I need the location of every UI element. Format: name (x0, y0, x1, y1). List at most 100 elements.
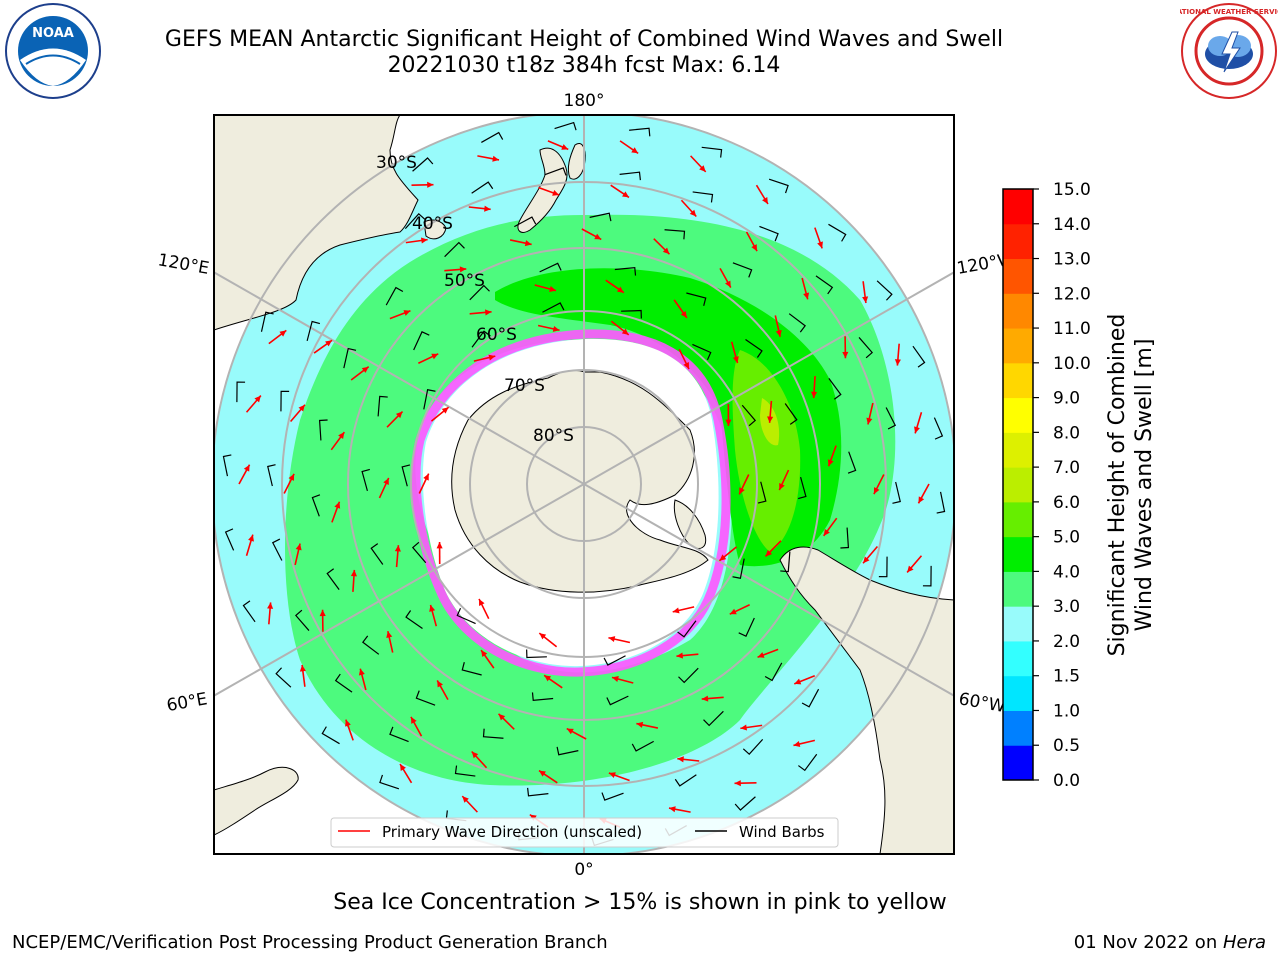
wave-arrow-head (423, 473, 429, 481)
wind-barb (933, 417, 944, 440)
wave-arrow-head (767, 416, 774, 423)
lon-label-120e: 120°E (156, 250, 210, 279)
colorbar-tick-label: 12.0 (1053, 284, 1091, 304)
wind-barb (768, 178, 789, 194)
wave-arrow-head (410, 716, 417, 724)
wave-arrow-head (243, 464, 250, 472)
wind-barb (828, 378, 842, 400)
wave-arrow-head (732, 356, 739, 364)
wind-barb (271, 538, 283, 561)
colorbar-tick-label: 2.0 (1053, 632, 1080, 652)
wind-barb (621, 309, 642, 319)
wave-arrow-head (794, 678, 802, 685)
wave-arrow-head (918, 496, 925, 504)
wind-barb (260, 311, 274, 332)
wave-arrow-head (817, 241, 823, 249)
wave-arrow-head (436, 542, 443, 549)
wave-arrow-head (622, 191, 630, 198)
lon-label-0: 0° (574, 860, 593, 880)
wind-barb (764, 662, 783, 682)
wind-barb (413, 331, 430, 351)
colorbar-band (1003, 258, 1033, 294)
wave-arrow-head (552, 189, 560, 196)
wave-arrow-head (441, 407, 449, 414)
wind-barb (732, 558, 745, 579)
colorbar-tick-label: 1.5 (1053, 667, 1080, 687)
wind-barb (601, 792, 624, 801)
wind-barb (242, 600, 256, 623)
wave-arrow-head (739, 487, 745, 495)
lat-label-50s: 50°S (444, 271, 485, 291)
footer-credit: NCEP/EMC/Verification Post Processing Pr… (12, 932, 608, 953)
wave-arrow-head (459, 266, 467, 273)
footer-date-text: 01 Nov 2022 on (1073, 932, 1223, 953)
wave-arrow-head (420, 237, 428, 244)
nws-logo: NATIONAL WEATHER SERVICE (1180, 3, 1278, 99)
wind-barb (361, 468, 370, 492)
wind-barb (401, 464, 411, 487)
wind-barb (318, 419, 328, 441)
colorbar-tick-label: 11.0 (1053, 319, 1091, 339)
wave-arrow-head (662, 247, 670, 255)
wave-arrow-head (350, 569, 357, 577)
wave-arrow-head (677, 756, 684, 763)
wave-arrow-head (616, 286, 624, 293)
wind-barb (892, 481, 901, 504)
wave-arrow-head (267, 602, 274, 609)
wind-barb (544, 167, 567, 176)
wave-arrow-head (683, 362, 689, 370)
wave-arrow-head (793, 741, 801, 747)
wind-barb (847, 451, 857, 474)
wave-arrow-head (383, 477, 389, 485)
wave-arrow-head (524, 240, 532, 247)
wave-arrow-head (862, 296, 869, 304)
colorbar-band (1003, 745, 1033, 781)
colorbar-band (1003, 710, 1033, 746)
lat-label-40s: 40°S (412, 214, 453, 234)
lat-label-60s: 60°S (476, 325, 517, 345)
chart-title: GEFS MEAN Antarctic Significant Height o… (164, 27, 1004, 52)
wave-arrow-head (873, 487, 880, 495)
wave-arrow-head (907, 565, 914, 573)
wind-barb (306, 320, 321, 342)
wind-barb (815, 275, 834, 295)
wave-band-5-6m (732, 350, 801, 552)
wind-barb (703, 710, 724, 727)
wind-barb (334, 673, 353, 693)
wave-arrow-head (608, 636, 616, 643)
wave-arrow-head (288, 473, 295, 481)
colorbar-band (1003, 606, 1033, 642)
wind-barb (701, 146, 723, 158)
australia-land (214, 115, 419, 331)
colorbar-band (1003, 571, 1033, 607)
wave-arrow-head (544, 675, 552, 682)
wind-barb (415, 690, 436, 706)
wind-barb (236, 381, 246, 403)
lat-label-70s: 70°S (504, 376, 545, 396)
wave-arrow-head (803, 292, 810, 300)
wave-arrow-head (725, 280, 731, 288)
colorbar-tick-label: 5.0 (1053, 528, 1080, 548)
wave-arrow-head (403, 310, 411, 316)
wind-barb (542, 302, 565, 313)
wind-barb (692, 343, 712, 361)
colorbar-band (1003, 397, 1033, 433)
colorbar-band (1003, 501, 1033, 538)
wave-arrow-head (248, 534, 254, 542)
wave-arrow-head (611, 676, 619, 682)
wind-barb (514, 216, 537, 228)
wave-arrow-head (395, 411, 403, 419)
wind-barb (405, 610, 423, 629)
wind-barb (784, 403, 798, 425)
colorbar (1003, 189, 1033, 781)
wind-barb (295, 609, 310, 631)
wind-barb (780, 551, 791, 573)
wave-arrow-head (394, 545, 401, 552)
wave-arrow-head (775, 330, 782, 337)
colorbar-band (1003, 536, 1033, 572)
wind-barb (222, 454, 232, 477)
wave-arrow-head (725, 419, 732, 426)
wind-barb (326, 568, 340, 590)
wave-direction-arrows (238, 140, 930, 828)
wind-barb (678, 667, 699, 684)
